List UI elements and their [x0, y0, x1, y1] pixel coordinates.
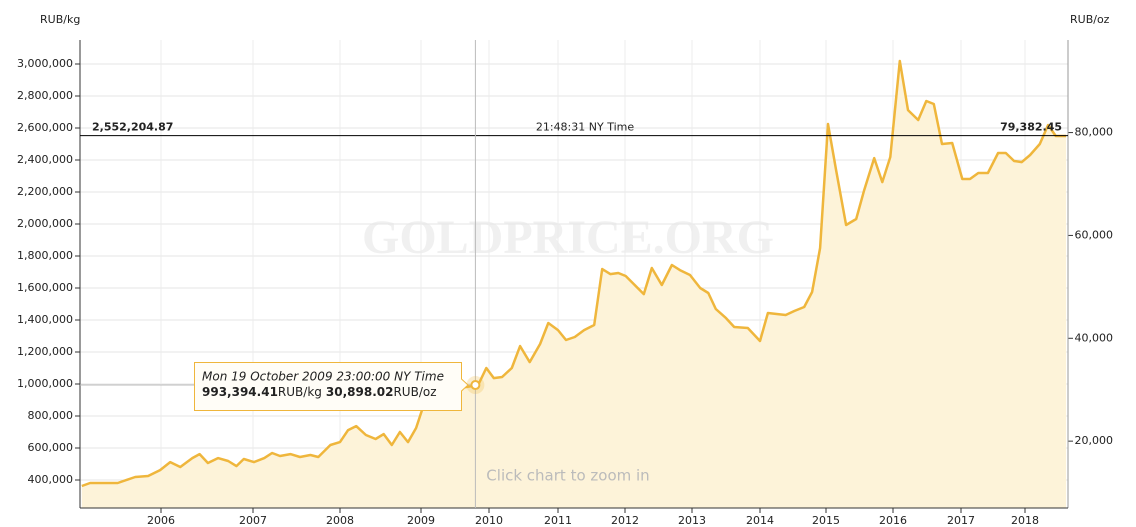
x-tick-label: 2016	[879, 514, 907, 527]
watermark: GOLDPRICE.ORG	[362, 211, 774, 264]
x-tick-label: 2007	[239, 514, 267, 527]
y-tick-label: 2,200,000	[17, 185, 73, 198]
tooltip-unit: RUB/kg	[278, 385, 322, 399]
tooltip-date: Mon 19 October 2009 23:00:00 NY Time	[202, 370, 444, 384]
y-axis-title: RUB/kg	[40, 13, 80, 26]
tooltip-box	[194, 362, 469, 411]
x-tick-label: 2011	[544, 514, 572, 527]
x-tick-label: 2009	[407, 514, 435, 527]
crosshair-time: 21:48:31 NY Time	[536, 121, 634, 134]
x-tick-label: 2015	[812, 514, 840, 527]
crosshair-value: 2,552,204.87	[92, 121, 173, 134]
x-tick-label: 2017	[947, 514, 975, 527]
tooltip-values: 993,394.41RUB/kg 30,898.02RUB/oz	[202, 385, 437, 399]
y2-tick-label: 40,000	[1075, 331, 1114, 344]
y-tick-label: 1,000,000	[17, 377, 73, 390]
line	[81, 59, 1067, 488]
y-tick-label: 2,000,000	[17, 217, 73, 230]
y-tick-label: 1,800,000	[17, 249, 73, 262]
y-tick-label: 800,000	[28, 409, 74, 422]
x-tick-label: 2012	[611, 514, 639, 527]
tooltip: Mon 19 October 2009 23:00:00 NY Time 993…	[194, 362, 469, 411]
y-tick-label: 400,000	[28, 473, 74, 486]
zoom-hint: Click chart to zoom in	[486, 467, 649, 485]
x-tick-label: 2014	[746, 514, 774, 527]
y2-tick-label: 20,000	[1075, 434, 1114, 447]
tooltip-unit2: RUB/oz	[393, 385, 436, 399]
x-tick-label: 2008	[326, 514, 354, 527]
y-tick-label: 2,400,000	[17, 153, 73, 166]
y-tick-label: 600,000	[28, 441, 74, 454]
crosshair-value2: 79,382.45	[1000, 121, 1062, 134]
y-tick-label: 1,200,000	[17, 345, 73, 358]
tooltip-value2: 30,898.02	[326, 385, 394, 399]
x-tick-label: 2006	[147, 514, 175, 527]
x-tick-label: 2010	[475, 514, 503, 527]
y-tick-label: 1,600,000	[17, 281, 73, 294]
area	[81, 61, 1067, 508]
plot: 400,000 600,000 800,000 1,000,000 1,200,000 1…	[17, 40, 1113, 527]
tooltip-value: 993,394.41	[202, 385, 278, 399]
y2-tick-label: 60,000	[1075, 228, 1114, 241]
y-tick-label: 3,000,000	[17, 57, 73, 70]
y-tick-label: 2,800,000	[17, 89, 73, 102]
x-tick-label: 2018	[1011, 514, 1039, 527]
y2-tick-label: 80,000	[1075, 126, 1114, 139]
hover-point	[470, 380, 481, 391]
y2-axis-title: RUB/oz	[1070, 13, 1110, 26]
x-tick-label: 2013	[678, 514, 706, 527]
y-tick-label: 1,400,000	[17, 313, 73, 326]
y-tick-label: 2,600,000	[17, 121, 73, 134]
